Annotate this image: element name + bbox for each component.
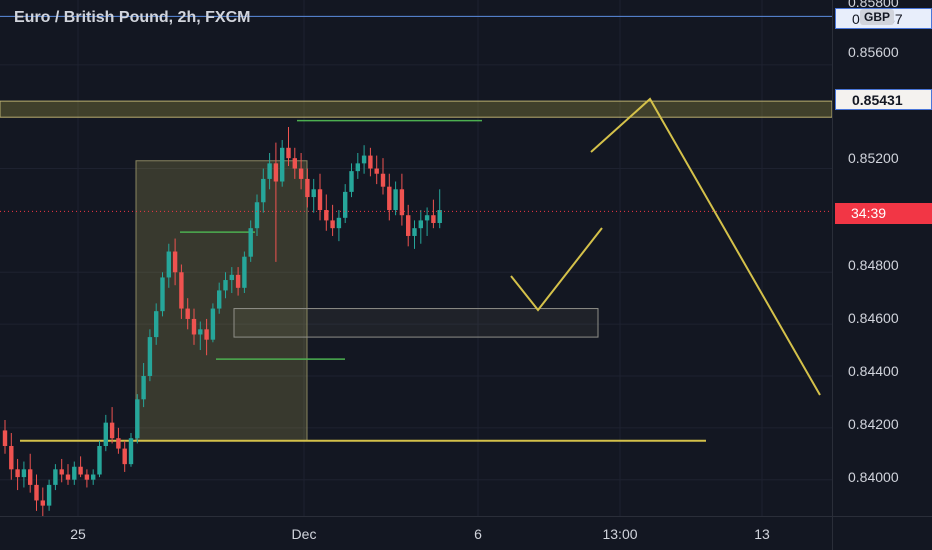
candle-body [160,277,165,312]
candle-body [9,445,14,470]
candle-body [399,189,405,216]
candle-body [374,168,379,174]
candle-body [191,318,197,335]
candle-body [387,186,392,211]
candle-body [412,228,417,236]
candle-body [28,469,33,485]
candle-body [343,191,348,218]
candle-body [261,178,266,203]
candle-body [135,399,140,439]
candle-body [248,228,253,257]
candle-body [273,163,279,182]
candle-body [210,308,216,340]
x-tick-label: Dec [291,526,317,542]
candle-body [78,466,83,475]
candle-body [424,215,430,221]
candle-body [330,220,335,229]
candle-body [59,469,64,475]
candle-body [122,448,127,465]
x-tick-label: 13 [754,526,770,542]
projection-path [510,227,603,312]
x-tick-label: 25 [70,526,86,542]
y-tick-label: 0.84600 [848,310,899,326]
candle-body [185,308,190,319]
candle-body [324,210,329,221]
x-tick-label: 6 [474,526,482,542]
demand-zone [233,308,599,338]
candle-body [431,215,436,223]
candle-body [336,217,342,229]
candle-body [254,202,260,229]
currency-badge[interactable]: GBP [860,9,895,25]
candle-body [418,220,423,229]
y-tick-label: 0.85600 [848,44,899,60]
resistance-zone [0,100,833,118]
candle-body [311,189,316,198]
candle-body [380,173,386,187]
candle-body [72,466,77,480]
countdown-tag: 34:39 [835,203,932,224]
projection-path [590,97,821,396]
y-tick-label: 0.84800 [848,257,899,273]
candle-body [141,375,146,400]
candle-body [46,484,52,506]
candle-body [406,215,411,236]
candle-body [97,445,102,475]
y-tick-label: 0.84200 [848,416,899,432]
candle-body [368,155,373,169]
candle-body [53,469,58,485]
candle-body [286,147,291,159]
candle-body [198,329,203,335]
candle-body [109,422,115,439]
candle-body [172,251,178,273]
candle-body [229,274,234,281]
zone-price-tag: 0.85431 [835,89,932,110]
candle-body [349,171,354,192]
candle-body [217,290,222,309]
candle-body [91,474,96,480]
candle-body [292,158,297,169]
candle-body [298,168,304,179]
y-tick-label: 0.85200 [848,150,899,166]
y-tick-label: 0.84000 [848,469,899,485]
chart-title: Euro / British Pound, 2h, FXCM [14,9,251,26]
candle-body [116,438,121,449]
x-tick-label: 13:00 [602,526,638,542]
candle-body [223,280,228,291]
candle-body [179,272,184,309]
candle-body [204,329,209,340]
candle-body [317,189,323,211]
candle-body [128,438,134,465]
candle-body [305,178,310,198]
candle-body [437,210,442,223]
y-tick-label: 0.85800 [848,0,899,10]
candle-body [40,500,45,506]
candle-body [21,469,27,478]
y-tick-label: 0.84400 [848,363,899,379]
candle-body [361,155,367,164]
candle-body [65,474,71,480]
candle-body [2,430,8,446]
candle-body [393,189,398,211]
candle-body [103,422,108,446]
candle-body [235,274,241,288]
candle-body [15,469,20,478]
candle-body [267,163,272,179]
candle-body [242,256,247,288]
candle-body [154,311,159,338]
candle-body [166,251,171,278]
candle-body [84,474,90,480]
candle-body [355,163,360,172]
candle-body [280,147,285,182]
candle-body [147,337,153,376]
candle-body [34,484,39,501]
